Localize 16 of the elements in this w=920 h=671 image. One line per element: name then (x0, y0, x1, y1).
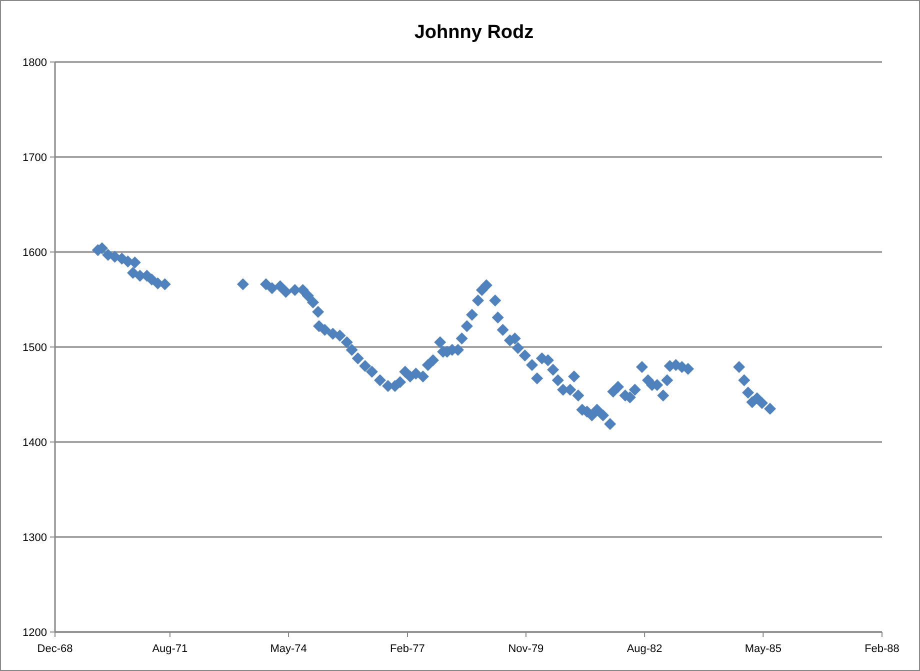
x-tick-label: Aug-82 (626, 643, 662, 655)
x-tick-label: Aug-71 (152, 643, 188, 655)
x-tick-label: Nov-79 (508, 643, 544, 655)
x-tick-label: Dec-68 (37, 643, 73, 655)
y-tick-label: 1700 (22, 152, 47, 164)
y-tick-label: 1500 (22, 342, 47, 354)
y-tick-label: 1600 (22, 246, 47, 259)
y-tick-label: 1200 (22, 626, 47, 639)
x-tick-label: May-74 (270, 643, 307, 655)
x-tick-label: Feb-88 (864, 643, 900, 655)
chart-title: Johnny Rodz (414, 22, 534, 43)
x-tick-label: May-85 (744, 643, 782, 655)
y-tick-label: 1400 (22, 436, 47, 449)
y-tick-label: 1800 (22, 56, 47, 69)
y-tick-label: 1300 (22, 532, 47, 544)
x-tick-label: Feb-77 (390, 643, 425, 655)
